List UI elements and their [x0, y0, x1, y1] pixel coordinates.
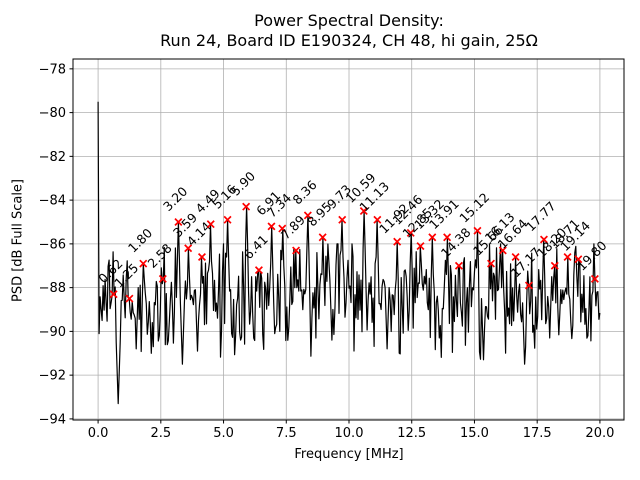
peak-marker [443, 233, 452, 242]
y-tick-label: −78 [39, 62, 66, 77]
peak-marker [550, 261, 559, 270]
x-tick-label: 5.0 [213, 426, 234, 441]
peak-marker [524, 281, 533, 290]
x-axis-label: Frequency [MHz] [294, 447, 404, 462]
peak-marker [416, 242, 425, 251]
y-tick-label: −82 [39, 150, 66, 165]
peak-marker [473, 226, 482, 235]
peak-frequency-label: 19.80 [574, 238, 610, 274]
peak-marker [109, 290, 118, 299]
peak-marker [498, 246, 507, 255]
peak-marker [359, 207, 368, 216]
peak-marker [184, 244, 193, 253]
peak-marker [278, 224, 287, 233]
peak-marker [428, 233, 437, 242]
peak-frequency-label: 1.80 [125, 225, 155, 255]
x-tick-label: 20.0 [585, 426, 614, 441]
y-tick-label: −90 [39, 325, 66, 340]
peak-marker [125, 294, 134, 303]
peak-marker [197, 253, 206, 262]
y-tick-label: −86 [39, 237, 66, 252]
peak-frequency-label: 2.58 [144, 241, 174, 271]
y-tick-label: −88 [39, 281, 66, 296]
peak-marker [223, 215, 232, 224]
chart-title: Power Spectral Density: Run 24, Board ID… [73, 11, 625, 50]
chart-title-line1: Power Spectral Density: [254, 11, 444, 30]
peak-marker [318, 233, 327, 242]
peak-marker [139, 259, 148, 268]
psd-trace [97, 101, 601, 405]
x-tick-label: 2.5 [150, 426, 171, 441]
peak-frequency-label: 14.38 [438, 225, 474, 261]
peak-marker [373, 215, 382, 224]
peak-marker [174, 217, 183, 226]
plot-area-border [72, 58, 625, 421]
peak-marker [254, 266, 263, 275]
y-tick-label: −94 [39, 412, 66, 427]
x-tick-label: 0.0 [88, 426, 109, 441]
peak-marker [267, 222, 276, 231]
chart-title-line2: Run 24, Board ID E190324, CH 48, hi gain… [160, 30, 538, 50]
peak-marker [206, 220, 215, 229]
peak-marker [406, 228, 415, 237]
peak-marker [303, 211, 312, 220]
peak-marker [563, 253, 572, 262]
peak-marker [487, 259, 496, 268]
peak-marker [454, 261, 463, 270]
peak-frequency-label: 3.20 [160, 184, 190, 214]
x-tick-label: 10.0 [335, 426, 364, 441]
peak-marker [158, 274, 167, 283]
peak-frequency-label: 8.36 [290, 177, 320, 207]
x-tick-label: 17.5 [523, 426, 552, 441]
peak-marker [539, 235, 548, 244]
peak-marker [292, 246, 301, 255]
y-tick-label: −84 [39, 194, 66, 209]
x-tick-label: 7.5 [276, 426, 297, 441]
peak-marker [590, 274, 599, 283]
peak-marker [338, 215, 347, 224]
peak-marker [242, 202, 251, 211]
y-tick-label: −92 [39, 369, 66, 384]
x-tick-label: 15.0 [460, 426, 489, 441]
y-tick-label: −80 [39, 106, 66, 121]
peak-marker [511, 253, 520, 262]
peak-marker [574, 255, 583, 264]
peak-marker [393, 237, 402, 246]
x-tick-label: 12.5 [397, 426, 426, 441]
